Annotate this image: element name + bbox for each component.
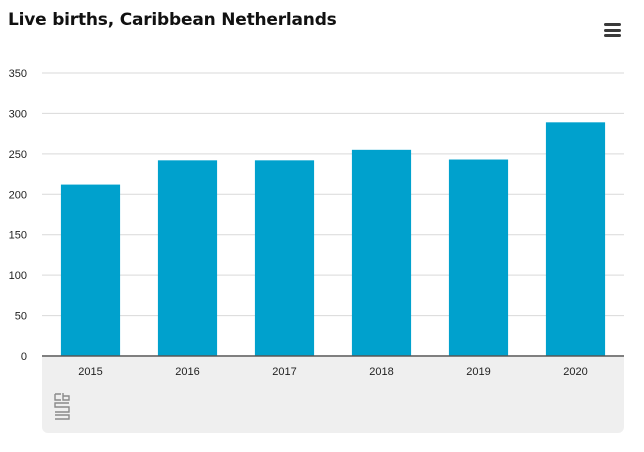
hamburger-menu-icon [604, 23, 621, 26]
chart-title: Live births, Caribbean Netherlands [8, 10, 337, 30]
x-tick-label: 2018 [369, 366, 393, 378]
bar-2015[interactable] [60, 184, 121, 356]
y-tick-label: 350 [9, 68, 27, 80]
bar-2018[interactable] [351, 149, 412, 356]
x-tick-label: 2017 [272, 366, 296, 378]
y-axis-ticks: 0 50 100 150 200 250 300 350 [9, 68, 27, 363]
x-tick-label: 2019 [466, 366, 490, 378]
chart-menu-button[interactable] [600, 20, 626, 40]
y-tick-label: 100 [9, 270, 27, 282]
bars [60, 122, 606, 356]
bar-2020[interactable] [545, 122, 606, 356]
y-tick-label: 0 [21, 351, 27, 363]
x-tick-label: 2020 [563, 366, 587, 378]
gridlines [42, 72, 624, 317]
y-tick-label: 50 [15, 311, 27, 323]
bar-2016[interactable] [157, 160, 218, 356]
chart-footer-panel [42, 357, 624, 433]
x-tick-label: 2016 [175, 366, 199, 378]
y-tick-label: 250 [9, 149, 27, 161]
bar-2017[interactable] [254, 160, 315, 356]
x-axis-ticks: 2015 2016 2017 2018 2019 2020 [78, 366, 587, 378]
cbs-logo-icon [54, 393, 70, 420]
y-tick-label: 150 [9, 230, 27, 242]
y-tick-label: 200 [9, 189, 27, 201]
bar-2019[interactable] [448, 159, 509, 356]
hamburger-menu-icon-bar [604, 34, 621, 37]
y-tick-label: 300 [9, 108, 27, 120]
x-tick-label: 2015 [78, 366, 102, 378]
hamburger-menu-icon-bar [604, 28, 621, 32]
